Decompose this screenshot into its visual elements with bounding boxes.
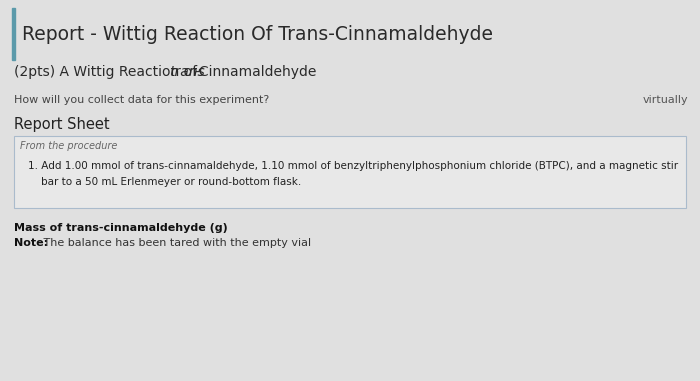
- Text: Report - Wittig Reaction Of Trans-Cinnamaldehyde: Report - Wittig Reaction Of Trans-Cinnam…: [22, 26, 493, 45]
- Text: From the procedure: From the procedure: [20, 141, 118, 151]
- Text: -Cinnamaldehyde: -Cinnamaldehyde: [195, 65, 317, 79]
- Text: Mass of trans-cinnamaldehyde (g): Mass of trans-cinnamaldehyde (g): [14, 223, 228, 233]
- Text: trans: trans: [169, 65, 205, 79]
- Text: Report Sheet: Report Sheet: [14, 117, 110, 131]
- Text: virtually: virtually: [643, 95, 688, 105]
- Text: The balance has been tared with the empty vial: The balance has been tared with the empt…: [40, 238, 311, 248]
- Bar: [12, 8, 15, 60]
- Text: How will you collect data for this experiment?: How will you collect data for this exper…: [14, 95, 270, 105]
- Text: (2pts) A Wittig Reaction of: (2pts) A Wittig Reaction of: [14, 65, 202, 79]
- FancyBboxPatch shape: [14, 136, 686, 208]
- Text: bar to a 50 mL Erlenmeyer or round-bottom flask.: bar to a 50 mL Erlenmeyer or round-botto…: [28, 177, 301, 187]
- Text: 1. Add 1.00 mmol of trans-cinnamaldehyde, 1.10 mmol of benzyltriphenylphosphoniu: 1. Add 1.00 mmol of trans-cinnamaldehyde…: [28, 161, 678, 171]
- Text: Note:: Note:: [14, 238, 48, 248]
